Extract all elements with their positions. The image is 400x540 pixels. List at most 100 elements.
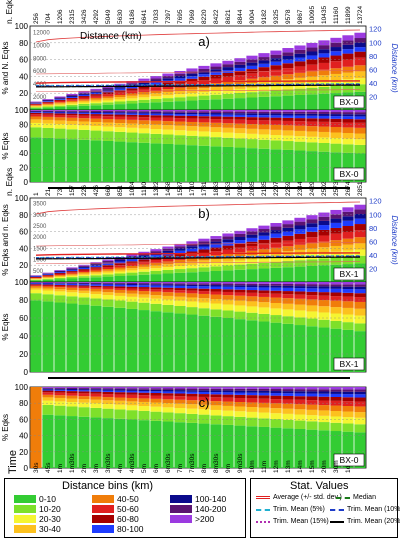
bar-segment: [258, 268, 270, 282]
bar-segment: [342, 322, 354, 330]
bar-segment: [294, 118, 306, 122]
bar-segment: [246, 395, 258, 399]
bar-segment: [78, 286, 90, 289]
bar-segment: [186, 73, 198, 77]
bar-segment: [162, 98, 174, 102]
bar-segment: [342, 85, 354, 93]
bar-segment: [30, 287, 42, 290]
bar-segment: [150, 303, 162, 312]
bar-segment: [354, 209, 366, 214]
bar-segment: [222, 123, 234, 128]
bar-segment: [354, 133, 366, 140]
bar-segment: [222, 76, 234, 82]
bar-segment: [306, 121, 318, 127]
bar-segment: [162, 111, 174, 113]
bar-segment: [150, 392, 162, 396]
bar-segment: [210, 294, 222, 300]
bar-segment: [66, 287, 78, 290]
bar-segment: [150, 255, 162, 258]
bar-segment: [198, 315, 210, 372]
bar-segment: [258, 225, 270, 230]
bar-segment: [66, 129, 78, 140]
bar-segment: [66, 274, 78, 276]
bar-segment: [42, 99, 54, 101]
bar-segment: [282, 389, 294, 392]
bar-segment: [186, 135, 198, 146]
bar-segment: [174, 135, 186, 145]
bar-segment: [282, 298, 294, 304]
bar-segment: [318, 410, 330, 416]
bar-segment: [162, 91, 174, 96]
bar-segment: [66, 286, 78, 288]
bar-segment: [66, 267, 78, 269]
time-tick-label: 14m: [297, 460, 304, 473]
bar-segment: [318, 113, 330, 116]
bar-segment: [186, 307, 198, 315]
bar-segment: [330, 313, 342, 321]
bar-segment: [186, 96, 198, 101]
bar-segment: [282, 267, 294, 282]
bar-segment: [30, 283, 42, 285]
bar-segment: [114, 267, 126, 270]
bar-segment: [270, 247, 282, 253]
bar-segment: [30, 111, 42, 113]
bin-legend-item: 0-10: [14, 494, 56, 504]
bar-segment: [42, 400, 54, 405]
bar-segment: [246, 65, 258, 70]
bar-segment: [234, 388, 246, 391]
bar-segment: [330, 245, 342, 252]
bar-segment: [186, 145, 198, 182]
bar-segment: [66, 387, 78, 388]
bar-segment: [30, 110, 42, 111]
bar-segment: [282, 74, 294, 80]
count-tick-label: 2500: [33, 224, 47, 230]
bar-segment: [318, 400, 330, 406]
bar-segment: [258, 96, 270, 110]
bar-segment: [330, 112, 342, 115]
bar-segment: [150, 287, 162, 290]
bar-segment: [282, 287, 294, 292]
time-tick-label: 3m: [93, 464, 100, 473]
bar-segment: [318, 327, 330, 372]
stat-line-sample: [330, 520, 344, 523]
bar-segment: [30, 285, 42, 287]
bar-segment: [138, 392, 150, 396]
bar-segment: [258, 63, 270, 68]
bar-segment: [78, 110, 90, 111]
n-eqks-value: 1206: [57, 9, 64, 24]
bar-segment: [54, 271, 66, 273]
bar-segment: [294, 389, 306, 392]
bar-segment: [210, 122, 222, 128]
bin-legend-item: 140-200: [170, 504, 226, 514]
bar-segment: [78, 270, 90, 273]
bar-segment: [114, 387, 126, 389]
bar-segment: [30, 278, 42, 279]
bar-segment: [162, 403, 174, 408]
bar-segment: [174, 282, 186, 284]
stat-label: Median: [353, 494, 376, 501]
bar-segment: [90, 105, 102, 110]
bar-segment: [42, 283, 54, 284]
bar-segment: [54, 395, 66, 398]
bar-segment: [150, 117, 162, 121]
bar-segment: [78, 100, 90, 103]
bar-segment: [150, 251, 162, 254]
bar-segment: [150, 387, 162, 389]
bar-segment: [318, 118, 330, 122]
right-tick-label: 80: [369, 52, 377, 61]
bar-segment: [90, 110, 102, 111]
bar-segment: [42, 286, 54, 289]
bar-segment: [354, 323, 366, 332]
bar-segment: [270, 387, 282, 390]
bar-segment: [318, 111, 330, 114]
bar-segment: [294, 304, 306, 311]
bar-segment: [90, 118, 102, 123]
bar-segment: [54, 275, 66, 277]
bar-segment: [222, 283, 234, 286]
bar-segment: [306, 415, 318, 422]
bar-segment: [330, 292, 342, 297]
bar-segment: [258, 60, 270, 64]
bar-segment: [186, 111, 198, 113]
count-tick-label: 2000: [33, 235, 47, 241]
